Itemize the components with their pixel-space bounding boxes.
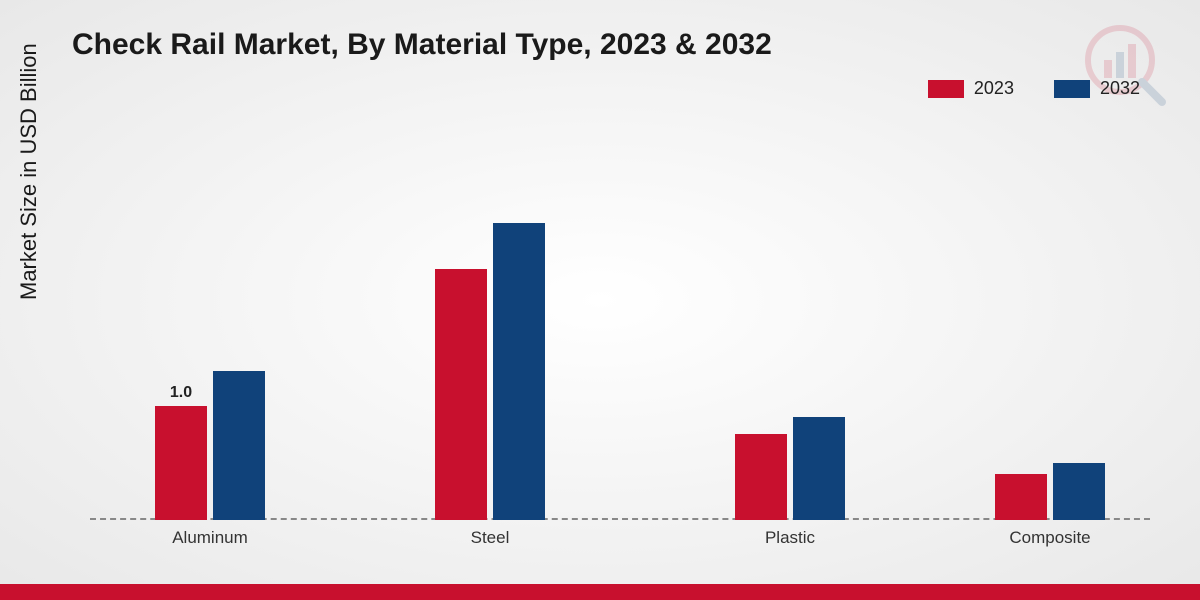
legend-label: 2032 <box>1100 78 1140 99</box>
category-group: Steel <box>435 223 545 520</box>
bar-value-label: 1.0 <box>170 384 192 402</box>
legend: 2023 2032 <box>928 78 1140 99</box>
legend-swatch <box>928 80 964 98</box>
y-axis-label: Market Size in USD Billion <box>16 43 42 300</box>
legend-item: 2023 <box>928 78 1014 99</box>
legend-item: 2032 <box>1054 78 1140 99</box>
bar <box>155 406 207 520</box>
bar <box>213 371 265 520</box>
bar <box>735 434 787 520</box>
watermark-logo <box>1080 20 1170 115</box>
x-axis-label: Aluminum <box>172 528 248 548</box>
chart-title: Check Rail Market, By Material Type, 202… <box>72 28 772 62</box>
bar <box>1053 463 1105 520</box>
plot-area: AluminumSteelPlasticComposite1.0 <box>90 120 1150 520</box>
category-group: Plastic <box>735 417 845 520</box>
legend-label: 2023 <box>974 78 1014 99</box>
bar <box>995 474 1047 520</box>
footer-accent-bar <box>0 584 1200 600</box>
bar <box>435 269 487 520</box>
bar <box>493 223 545 520</box>
legend-swatch <box>1054 80 1090 98</box>
x-axis-label: Composite <box>1009 528 1090 548</box>
chart-container: Check Rail Market, By Material Type, 202… <box>0 0 1200 600</box>
x-axis-label: Plastic <box>765 528 815 548</box>
bar <box>793 417 845 520</box>
x-axis-label: Steel <box>471 528 510 548</box>
category-group: Composite <box>995 463 1105 520</box>
